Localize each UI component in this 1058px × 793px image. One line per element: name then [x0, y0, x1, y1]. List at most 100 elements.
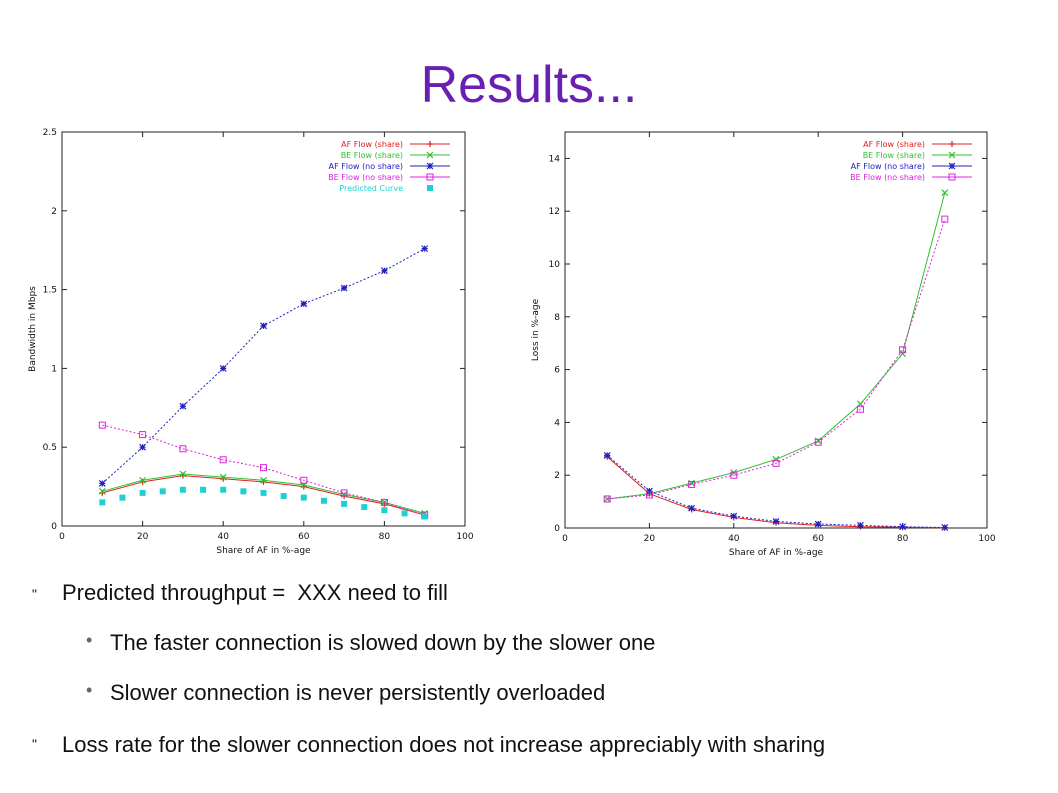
plot-frame	[564, 131, 988, 529]
point-marker	[320, 497, 327, 504]
series-line	[607, 218, 946, 500]
series	[603, 215, 949, 503]
point-marker	[139, 489, 146, 496]
y-tick-label: 2.5	[43, 128, 57, 138]
series-line	[607, 192, 946, 500]
legend-label: BE Flow (share)	[341, 151, 403, 160]
point-marker	[645, 487, 653, 495]
point-marker	[220, 486, 227, 493]
y-tick-label: 0	[554, 524, 560, 534]
point-marker	[200, 486, 207, 493]
x-tick-label: 100	[978, 534, 995, 544]
point-marker	[139, 431, 147, 439]
point-marker	[380, 267, 388, 275]
legend-label: AF Flow (no share)	[329, 162, 403, 171]
point-marker	[341, 500, 348, 507]
y-tick-label: 12	[549, 207, 560, 217]
point-marker	[814, 438, 822, 446]
bandwidth-chart: 0 20 40 60 80 100 0 0.5 1 1.5 2 2.5 Share of AF in %…	[28, 128, 474, 556]
point-marker	[688, 504, 696, 512]
y-tick-label: 1.5	[43, 286, 57, 296]
point-marker	[179, 470, 187, 478]
series-line	[101, 248, 425, 484]
y-tick-label: 10	[549, 260, 561, 270]
point-marker	[179, 486, 186, 493]
point-marker	[219, 364, 227, 372]
point-marker	[899, 346, 907, 354]
point-marker	[427, 141, 433, 147]
point-marker	[899, 350, 907, 358]
x-tick-label: 60	[298, 532, 310, 542]
point-marker	[300, 300, 308, 308]
point-marker	[645, 491, 653, 499]
point-marker	[260, 489, 267, 496]
point-marker	[426, 173, 434, 181]
point-marker	[688, 480, 696, 488]
point-marker	[730, 512, 738, 520]
x-tick-label: 80	[897, 534, 909, 544]
x-tick-label: 60	[812, 534, 824, 544]
point-marker	[98, 480, 106, 487]
point-marker	[260, 464, 267, 472]
point-marker	[899, 523, 907, 531]
point-marker	[280, 493, 287, 500]
series	[98, 421, 429, 519]
point-marker	[98, 487, 106, 495]
legend-label: AF Flow (no share)	[851, 162, 925, 171]
point-marker	[949, 141, 955, 147]
point-marker	[941, 215, 949, 223]
x-tick-label: 40	[728, 534, 740, 544]
point-marker	[856, 521, 864, 529]
point-marker	[856, 405, 864, 413]
x-tick-label: 40	[217, 532, 229, 542]
x-tick-label: 80	[379, 532, 391, 542]
point-marker	[772, 517, 780, 525]
point-marker	[139, 476, 147, 484]
y-tick-label: 6	[554, 366, 560, 376]
slide-title: Results...	[420, 56, 638, 114]
series	[603, 451, 949, 531]
point-marker	[179, 445, 187, 453]
point-marker	[361, 504, 368, 511]
point-marker	[219, 473, 227, 481]
y-tick-label: 8	[554, 313, 560, 323]
y-axis-label: Bandwidth in Mbps	[28, 286, 38, 372]
point-marker	[381, 507, 388, 514]
x-axis-label: Share of AF in %-age	[216, 546, 311, 556]
legend-label: BE Flow (no share)	[850, 173, 925, 182]
point-marker	[948, 173, 956, 181]
point-marker	[260, 322, 267, 330]
series-line	[606, 456, 945, 529]
sub-bullet-marker: •	[86, 630, 93, 650]
x-tick-label: 0	[562, 534, 568, 544]
y-tick-label: 2	[554, 471, 560, 481]
legend-label: BE Flow (share)	[863, 151, 925, 160]
point-marker	[139, 443, 147, 451]
point-marker	[772, 455, 780, 463]
bullet-marker: "	[32, 586, 37, 602]
point-marker	[119, 494, 126, 501]
point-marker	[427, 185, 433, 191]
bullet-marker: "	[32, 736, 37, 752]
y-tick-label: 0.5	[43, 443, 57, 453]
y-axis-label: Loss in %-age	[531, 298, 541, 361]
point-marker	[179, 402, 187, 410]
legend: AF Flow (share) BE Flow (share) AF Flow (n…	[850, 140, 972, 182]
point-marker	[300, 476, 308, 484]
y-tick-label: 4	[554, 418, 560, 428]
point-marker	[421, 513, 428, 520]
point-marker	[98, 421, 106, 429]
legend-label: AF Flow (share)	[863, 140, 925, 149]
series	[98, 245, 429, 487]
series	[603, 189, 949, 503]
point-marker	[421, 245, 429, 253]
y-tick-label: 1	[51, 364, 57, 374]
legend-label: AF Flow (share)	[341, 140, 403, 149]
sub-bullet-text: The faster connection is slowed down by …	[110, 630, 656, 655]
point-marker	[380, 498, 388, 506]
point-marker	[772, 459, 780, 467]
legend: AF Flow (share) BE Flow (share) AF Flow (n…	[328, 140, 450, 193]
y-tick-label: 14	[549, 154, 561, 164]
point-marker	[814, 520, 822, 528]
point-marker	[730, 471, 738, 479]
